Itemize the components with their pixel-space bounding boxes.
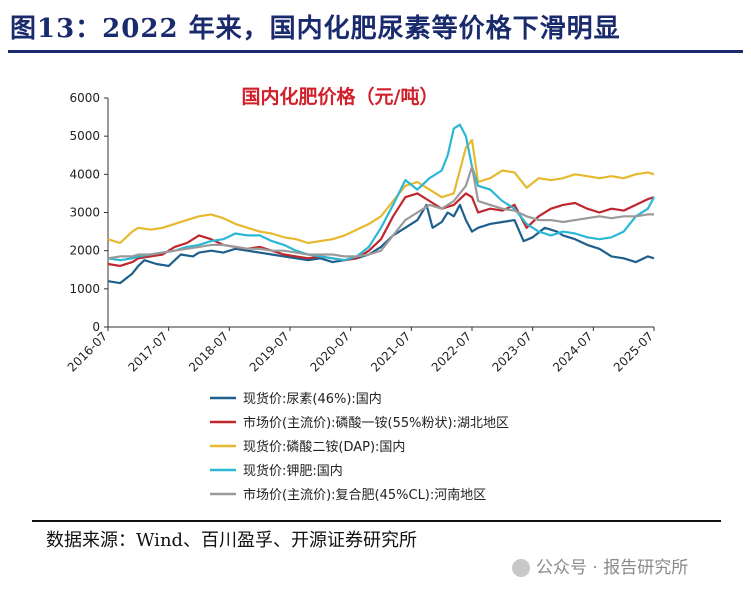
- x-tick-label: 2019-07: [247, 329, 292, 374]
- x-tick-label: 2020-07: [307, 329, 352, 374]
- x-tick-label: 2021-07: [368, 329, 413, 374]
- series-line-2: [107, 192, 655, 267]
- series-line-5: [107, 165, 654, 260]
- title-divider: [8, 50, 743, 53]
- x-tick-label: 2018-07: [186, 329, 231, 374]
- y-tick-label: 2000: [69, 244, 100, 258]
- legend-label: 现货价:尿素(46%):国内: [243, 391, 382, 407]
- watermark: 公众号 · 报告研究所: [512, 553, 688, 578]
- legend-item: 市场价(主流价):复合肥(45%CL):河南地区: [210, 487, 486, 503]
- legend-label: 市场价(主流价):复合肥(45%CL):河南地区: [243, 487, 486, 503]
- legend-label: 市场价(主流价):磷酸一铵(55%粉状):湖北地区: [243, 415, 509, 431]
- watermark-text: 公众号 · 报告研究所: [536, 558, 689, 578]
- legend-item: 现货价:尿素(46%):国内: [210, 391, 382, 407]
- x-tick-label: 2024-07: [550, 329, 595, 374]
- y-tick-label: 6000: [69, 91, 100, 105]
- x-tick-label: 2025-07: [611, 329, 656, 374]
- footer-divider: [32, 520, 721, 522]
- y-axis: 0 1000 2000 3000 4000 5000 6000: [69, 91, 109, 334]
- legend-item: 市场价(主流价):磷酸一铵(55%粉状):湖北地区: [210, 415, 509, 431]
- x-axis: 2016-07 2017-07 2018-07 2019-07 2020-07 2021-…: [65, 326, 656, 375]
- x-tick-label: 2022-07: [429, 329, 474, 374]
- series-lines: [107, 123, 655, 285]
- page-title: 图13：2022 年来，国内化肥尿素等价格下滑明显: [10, 14, 621, 44]
- series-line-4: [107, 123, 655, 262]
- legend-item: 现货价:磷酸二铵(DAP):国内: [210, 439, 405, 455]
- x-tick-label: 2016-07: [65, 329, 110, 374]
- legend-label: 现货价:钾肥:国内: [243, 463, 343, 479]
- x-tick-label: 2023-07: [489, 329, 534, 374]
- y-tick-label: 0: [92, 320, 100, 334]
- legend-label: 现货价:磷酸二铵(DAP):国内: [243, 439, 405, 455]
- legend: 现货价:尿素(46%):国内市场价(主流价):磷酸一铵(55%粉状):湖北地区现…: [210, 391, 509, 503]
- y-tick-label: 4000: [69, 167, 100, 181]
- wechat-icon: [512, 559, 530, 577]
- y-tick-label: 1000: [69, 282, 100, 296]
- y-tick-label: 5000: [69, 129, 100, 143]
- legend-item: 现货价:钾肥:国内: [210, 463, 343, 479]
- data-source: 数据来源：Wind、百川盈孚、开源证券研究所: [46, 530, 418, 551]
- series-line-3: [107, 138, 655, 245]
- x-tick-label: 2017-07: [125, 329, 170, 374]
- y-tick-label: 3000: [69, 206, 100, 220]
- fertilizer-price-chart: 国内化肥价格（元/吨） 0 1000 2000 3000 4000 5000 6000 20…: [65, 85, 656, 503]
- chart-title: 国内化肥价格（元/吨）: [242, 85, 439, 108]
